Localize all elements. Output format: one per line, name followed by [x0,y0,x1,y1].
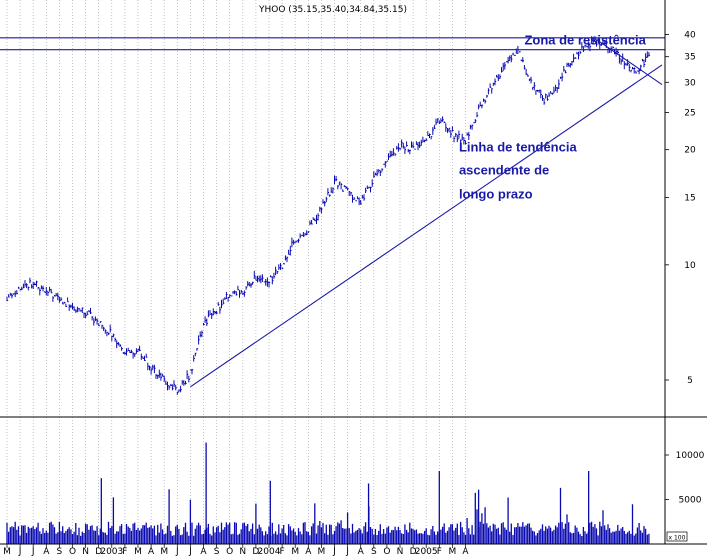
x-tick-label: O [383,547,390,556]
x-tick-label: A [43,547,50,556]
reference-lines [0,37,665,388]
x-tick-label: M [3,547,11,556]
chart-title: YHOO (35.15,35.40,34.84,35.15) [258,5,407,15]
volume-bars-path [6,487,650,544]
price-tick-label: 20 [684,146,696,156]
volume-tick-label: 5000 [679,496,702,506]
volume-axis-ticks: 5000 10000 [665,451,705,506]
x-tick-label: A [358,547,365,556]
x-tick-label: N [239,547,246,556]
x-tick-label: J [332,547,336,556]
price-tick-label: 30 [684,78,696,88]
price-bars [6,36,651,395]
price-tick-label: 5 [687,376,693,386]
annotation-text: longo prazo [459,187,533,202]
x-tick-label: N [397,547,404,556]
short-trendline [596,39,663,85]
x-tick-label: A [305,547,312,556]
x-tick-label: M [449,547,457,556]
x-tick-label: J [345,547,349,556]
x-tick-label: D [410,547,417,556]
price-tick-label: 35 [684,53,695,63]
x-tick-label: F [122,547,127,556]
x-tick-label: D [252,547,259,556]
price-axis-ticks: 5 10 15 20 25 30 35 40 [665,31,696,386]
price-tick-label: 25 [684,109,695,119]
price-tick-label: 10 [684,261,696,271]
volume-unit-box: x 100 [666,531,688,542]
x-tick-label: 2004 [258,547,281,556]
volume-unit-label: x 100 [669,535,686,542]
volume-tick-label: 10000 [676,451,705,461]
x-tick-label: O [69,547,76,556]
x-tick-label: M [318,547,326,556]
x-tick-label: O [226,547,233,556]
x-tick-label: 2005 [415,547,438,556]
price-tick-label: 15 [684,193,695,203]
x-tick-label: J [188,547,192,556]
x-tick-label: F [280,547,285,556]
x-tick-label: D [95,547,102,556]
x-tick-label: A [462,547,469,556]
x-tick-label: J [175,547,179,556]
x-tick-label: S [57,547,63,556]
x-tick-label: 2003 [100,547,123,556]
x-tick-label: S [214,547,220,556]
long-trendline [190,64,663,388]
annotation-text: Linha de tendência [459,139,578,154]
annotation-text: ascendente de [459,163,549,178]
x-tick-label: A [200,547,207,556]
volume-bars [6,442,650,544]
annotation-text: Zona de resistência [524,32,646,47]
price-tick-label: 40 [684,31,696,41]
x-tick-label: F [437,547,442,556]
x-tick-label: J [18,547,22,556]
x-tick-label: S [371,547,377,556]
x-tick-label: M [291,547,299,556]
x-tick-label: A [148,547,155,556]
chart-annotations: Zona de resistência Linha de tendência asc… [459,32,647,201]
vertical-gridlines [6,0,466,544]
x-tick-label: M [134,547,142,556]
x-tick-label: M [160,547,168,556]
x-tick-label: J [31,547,35,556]
x-tick-label: N [82,547,89,556]
price-series [6,36,651,395]
